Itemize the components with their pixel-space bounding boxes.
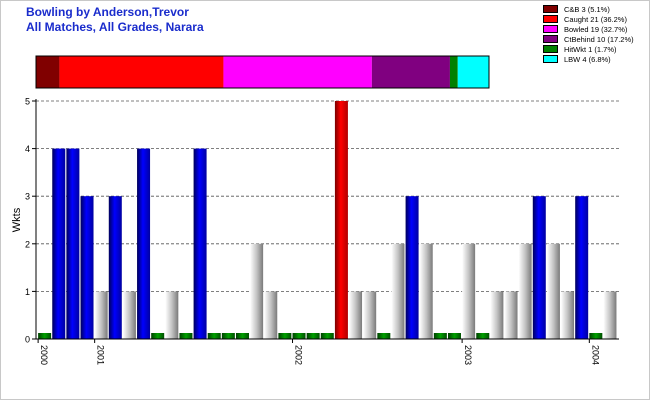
bars bbox=[38, 101, 617, 339]
y-axis-label: Wkts bbox=[11, 207, 23, 232]
x-tick-label: 2004 bbox=[590, 345, 600, 365]
legend-item-cb: C&B 3 (5.1%) bbox=[543, 4, 648, 14]
bar-zero bbox=[207, 333, 221, 339]
bar bbox=[419, 243, 433, 339]
bar-zero bbox=[151, 333, 165, 339]
bar bbox=[165, 291, 179, 339]
legend-swatch-hitwkt bbox=[543, 45, 558, 53]
chart-title: Bowling by Anderson,Trevor bbox=[26, 5, 189, 19]
bar-zero bbox=[377, 333, 391, 339]
axes bbox=[35, 99, 619, 340]
bar bbox=[250, 243, 264, 339]
bar bbox=[264, 291, 278, 339]
x-tick-label: 2002 bbox=[294, 345, 304, 365]
bar bbox=[80, 196, 94, 339]
legend-label-caught: Caught 21 (36.2%) bbox=[564, 14, 627, 24]
bar-zero bbox=[235, 333, 249, 339]
legend-label-cb: C&B 3 (5.1%) bbox=[564, 4, 610, 14]
bar bbox=[405, 196, 419, 339]
bar-zero bbox=[476, 333, 490, 339]
bar bbox=[391, 243, 405, 339]
bar-zero bbox=[221, 333, 235, 339]
breakdown-segment-0 bbox=[36, 56, 60, 88]
legend-swatch-lbw bbox=[543, 55, 558, 63]
y-tick-label: 4 bbox=[25, 144, 30, 154]
legend-swatch-bowled bbox=[543, 25, 558, 33]
bar-zero bbox=[433, 333, 447, 339]
bar-zero bbox=[292, 333, 306, 339]
bar bbox=[137, 148, 151, 339]
legend-swatch-caught bbox=[543, 15, 558, 23]
legend-item-caught: Caught 21 (36.2%) bbox=[543, 14, 648, 24]
y-tick-label: 3 bbox=[25, 192, 30, 202]
bar bbox=[561, 291, 575, 339]
bar bbox=[66, 148, 80, 339]
bar bbox=[122, 291, 136, 339]
breakdown-segment-5 bbox=[457, 56, 489, 88]
y-tick-label: 1 bbox=[25, 287, 30, 297]
bar-zero bbox=[179, 333, 193, 339]
y-tick-label: 5 bbox=[25, 97, 30, 107]
x-tick-label: 2000 bbox=[39, 345, 49, 365]
bar bbox=[334, 101, 348, 339]
legend: C&B 3 (5.1%) Caught 21 (36.2%) Bowled 19… bbox=[543, 4, 648, 64]
bar bbox=[108, 196, 122, 339]
y-tick-label: 2 bbox=[25, 239, 30, 249]
bar bbox=[575, 196, 589, 339]
bar-zero bbox=[278, 333, 292, 339]
bar bbox=[193, 148, 207, 339]
x-tick-label: 2001 bbox=[96, 345, 106, 365]
bar-zero bbox=[320, 333, 334, 339]
breakdown-segment-1 bbox=[59, 56, 224, 88]
legend-label-ctbehind: CtBehind 10 (17.2%) bbox=[564, 34, 634, 44]
bar bbox=[349, 291, 363, 339]
bar bbox=[546, 243, 560, 339]
legend-label-lbw: LBW 4 (6.8%) bbox=[564, 54, 611, 64]
bar-zero bbox=[306, 333, 320, 339]
legend-item-hitwkt: HitWkt 1 (1.7%) bbox=[543, 44, 648, 54]
bar bbox=[363, 291, 377, 339]
y-tick-labels: 0 1 2 3 4 5 bbox=[25, 97, 36, 345]
bar bbox=[518, 243, 532, 339]
bar bbox=[532, 196, 546, 339]
bar bbox=[94, 291, 108, 339]
bar-zero bbox=[38, 333, 52, 339]
breakdown-segment-4 bbox=[449, 56, 458, 88]
bar bbox=[504, 291, 518, 339]
dismissal-breakdown-bar bbox=[35, 55, 490, 89]
x-tick-labels: 2000 2001 2002 2003 2004 bbox=[37, 339, 600, 365]
x-tick-label: 2003 bbox=[463, 345, 473, 365]
legend-swatch-cb bbox=[543, 5, 558, 13]
legend-swatch-ctbehind bbox=[543, 35, 558, 43]
bar bbox=[490, 291, 504, 339]
breakdown-segment-2 bbox=[223, 56, 372, 88]
y-tick-label: 0 bbox=[25, 335, 30, 345]
legend-item-lbw: LBW 4 (6.8%) bbox=[543, 54, 648, 64]
legend-item-ctbehind: CtBehind 10 (17.2%) bbox=[543, 34, 648, 44]
bar bbox=[52, 148, 66, 339]
bar-zero bbox=[589, 333, 603, 339]
bar-zero bbox=[447, 333, 461, 339]
bar bbox=[603, 291, 617, 339]
chart-subtitle: All Matches, All Grades, Narara bbox=[26, 20, 204, 34]
legend-item-bowled: Bowled 19 (32.7%) bbox=[543, 24, 648, 34]
legend-label-bowled: Bowled 19 (32.7%) bbox=[564, 24, 628, 34]
breakdown-segment-3 bbox=[371, 56, 450, 88]
legend-label-hitwkt: HitWkt 1 (1.7%) bbox=[564, 44, 617, 54]
bar bbox=[462, 243, 476, 339]
breakdown-border bbox=[35, 55, 490, 89]
